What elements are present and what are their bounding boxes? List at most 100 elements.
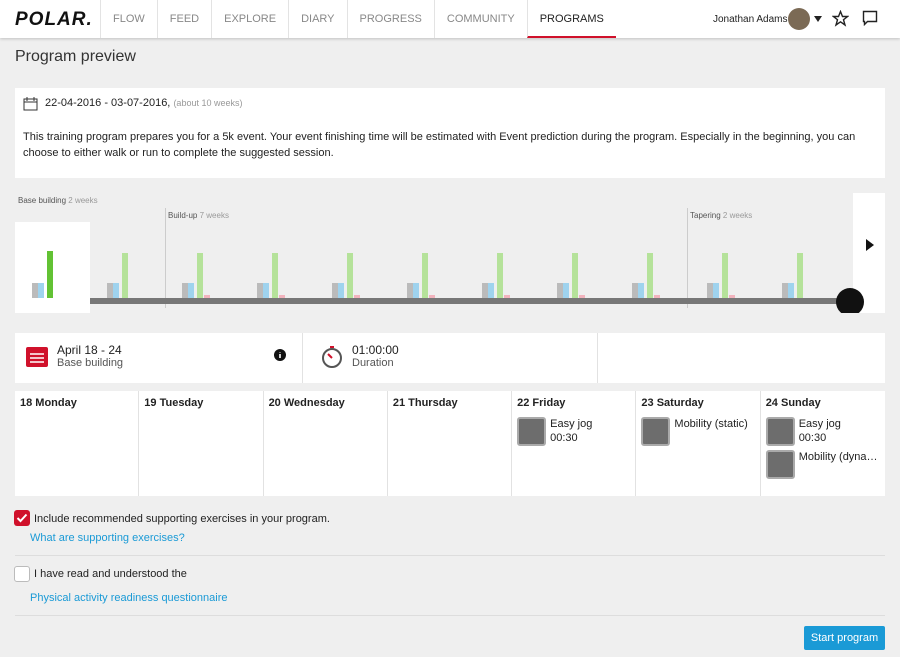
week-bar [713,283,719,298]
week-bar [504,295,510,298]
top-nav: POLAR. FLOW FEED EXPLORE DIARY PROGRESS COMMU… [0,0,900,38]
nav-item[interactable]: FEED [156,0,211,38]
week-bar [654,295,660,298]
finish-flag [836,288,864,313]
phase-name: Tapering [690,211,721,220]
logo[interactable]: POLAR. [15,9,93,30]
week-bar [579,295,585,298]
week-duration: 01:00:00 [352,343,399,357]
phase-label: Tapering 2 weeks [690,211,752,220]
info-icon[interactable] [274,349,286,361]
separator [15,615,885,616]
day-label: 20 Wednesday [268,397,345,409]
avatar[interactable] [788,8,810,30]
day-label: 23 Saturday [641,397,704,409]
duration-label: Duration [352,357,394,369]
day-column: 22 Friday Easy jog 00:30 [512,391,637,496]
week-bar [113,283,119,298]
session[interactable]: Easy jog 00:30 [765,417,880,446]
parq-link[interactable]: Physical activity readiness questionnair… [30,592,228,604]
week-bar [722,253,728,298]
summary-box: 22-04-2016 - 03-07-2016, (about 10 weeks… [15,88,885,178]
session-text: Easy jog 00:30 [799,417,841,446]
week-bar [788,283,794,298]
day-label: 22 Friday [517,397,566,409]
week-bar [47,251,53,298]
day-label: 24 Sunday [765,397,821,409]
checkbox[interactable] [14,566,30,582]
user-name[interactable]: Jonathan Adams [713,14,788,25]
week-bar [488,283,494,298]
week-bar [557,283,563,298]
week-bar [797,253,803,298]
day-label: 18 Monday [20,397,77,409]
supporting-label: Include recommended supporting exercises… [34,513,330,525]
day-column: 23 Saturday Mobility (static) [636,391,761,496]
messages-icon[interactable] [862,10,878,26]
timeline: Base building 2 weeks Build-up 7 weeks Tap… [15,193,885,313]
session-time: 00:30 [798,432,827,444]
week-dates: April 18 - 24 [57,343,122,357]
session-icon [765,450,795,479]
week-bar [729,295,735,298]
supporting-link[interactable]: What are supporting exercises? [30,532,185,544]
session-name: Mobility (dyna… [798,451,878,463]
session-name: Mobility (static) [674,418,748,430]
day-label: 21 Thursday [392,397,458,409]
nav-item[interactable]: PROGRESS [346,0,434,38]
week-bar [647,253,653,298]
session[interactable]: Mobility (dyna… [765,450,880,479]
checkbox[interactable] [14,510,30,526]
week-bar [572,253,578,298]
week-pointer [43,305,59,313]
week-bar [497,253,503,298]
week-bar [354,295,360,298]
phase-length: 2 weeks [722,211,753,220]
session-time: 00:30 [550,432,578,444]
week-bar [707,283,713,298]
week-bar [204,295,210,298]
dates: 22-04-2016 - 03-07-2016, [45,97,171,109]
day-label: 19 Tuesday [144,397,204,409]
calendar-icon [23,97,38,111]
nav-item[interactable]: EXPLORE [211,0,288,38]
nav-item[interactable]: PROGRAMS [526,0,616,38]
day-column: 20 Wednesday [264,391,388,496]
parq-label: I have read and understood the [34,568,187,580]
separator [15,555,885,556]
check-mark [16,513,28,523]
duration-note: (about 10 weeks) [173,98,243,108]
date-range: 22-04-2016 - 03-07-2016, (about 10 weeks… [45,97,242,109]
week-bar [407,283,413,298]
week-info: April 18 - 24 Base building 01:00:00 Dur… [15,333,885,383]
session[interactable]: Easy jog 00:30 [517,417,630,446]
nav-item[interactable]: DIARY [288,0,346,38]
week-bar [782,283,788,298]
week-bar [107,283,113,298]
star-icon[interactable] [832,10,849,27]
week-bar [32,283,38,298]
session-name: Easy jog [550,418,593,430]
week-bar [122,253,128,298]
phase-divider [687,208,688,308]
stopwatch-icon [322,346,342,368]
start-button[interactable]: Start program [804,626,885,650]
session[interactable]: Mobility (static) [641,417,754,446]
divider [597,333,598,383]
description: This training program prepares you for a… [23,131,856,159]
phase-name: Base building [18,196,67,205]
session-icon [517,417,547,446]
nav-item[interactable]: FLOW [100,0,157,38]
week-bar [338,283,344,298]
day-column: 24 Sunday Easy jog 00:30 Mobility (dyna… [761,391,885,496]
session-text: Mobility (dyna… [799,450,878,479]
week-phase: Base building [57,357,124,369]
day-column: 19 Tuesday [139,391,264,496]
session-text: Easy jog 00:30 [550,417,592,446]
phase-divider [165,208,166,308]
week-bar [182,283,188,298]
dropdown[interactable] [813,15,823,23]
next-arrow[interactable] [853,193,885,313]
nav-item[interactable]: COMMUNITY [433,0,527,38]
